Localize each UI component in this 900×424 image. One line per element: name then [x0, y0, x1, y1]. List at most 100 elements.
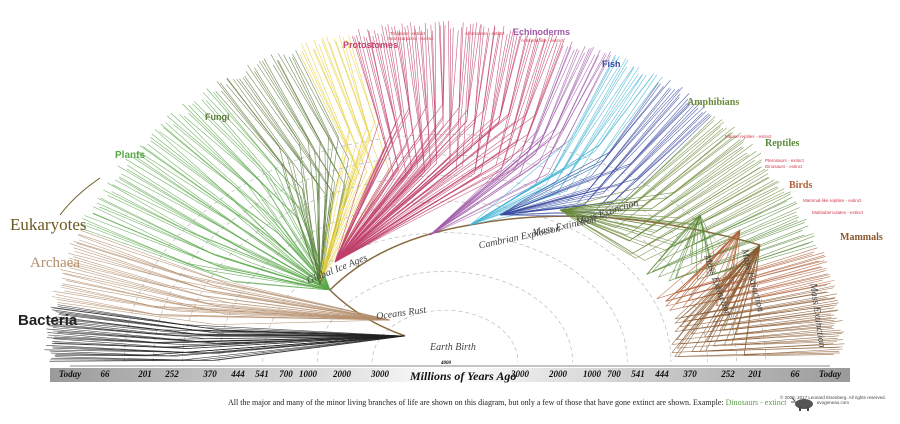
branch-echinoderms — [429, 51, 611, 236]
branch-fish — [469, 74, 658, 226]
mammal-like-reptiles-extinct-label: Mammal-like reptiles - extinct — [803, 198, 862, 203]
fungi-label: Fungi — [205, 112, 230, 122]
plants-label: Plants — [115, 150, 146, 161]
branch-mammals — [705, 244, 843, 352]
branch-birds — [689, 229, 825, 296]
branch-birds — [687, 229, 827, 302]
branch-archaea — [73, 256, 391, 321]
branch-plants — [92, 213, 331, 291]
branch-archaea — [62, 277, 391, 321]
branch-reptiles — [696, 214, 814, 280]
website-link[interactable]: evogeneao.com — [816, 400, 849, 405]
branch-archaea — [66, 263, 391, 321]
axis-tick-left: 541 — [255, 369, 269, 379]
branch-plants — [193, 101, 331, 291]
branch-protostomes — [334, 26, 468, 263]
branch-amphibians — [559, 119, 723, 211]
axis-tick-right: 3000 — [511, 369, 529, 379]
caption-example: Dinosaurs - extinct — [725, 397, 787, 407]
branch-protostomes — [334, 26, 427, 263]
branch-fungi — [226, 77, 321, 286]
branch-bacteria — [55, 335, 406, 361]
branch-amphibians — [559, 169, 769, 247]
sea-scorpions-extinct-label: Sea scorpions - extinct — [388, 36, 434, 41]
branch-birds — [715, 229, 823, 307]
branch-protostomes — [334, 35, 558, 263]
archaea-label: Archaea — [30, 255, 80, 271]
axis-title: Millions of Years Ago — [410, 369, 517, 383]
branch-amphibians — [559, 168, 766, 233]
branch-echinoderms — [429, 48, 590, 236]
fish-label: Fish — [602, 59, 621, 69]
branch-birds — [716, 229, 828, 306]
axis-tick-right: 201 — [748, 369, 762, 379]
axis-tick-left: 66 — [100, 369, 110, 379]
caption: All the major and many of the minor livi… — [228, 395, 813, 411]
branch-bacteria — [50, 335, 406, 361]
branch-plants — [100, 197, 331, 291]
branch-mammals — [723, 244, 838, 346]
branch-mammals — [671, 244, 841, 345]
branch-protostomes — [334, 24, 402, 263]
branch-amphibians — [559, 191, 785, 261]
dinosaurs-extinct-label: Dinosaurs - extinct — [765, 164, 803, 169]
axis-tick-left: 3000 — [371, 369, 389, 379]
branch-plants — [206, 88, 331, 291]
branch-archaea — [57, 302, 391, 325]
branch-bacteria — [53, 335, 406, 349]
axis-tick-left: 700 — [279, 369, 293, 379]
branch-bacteria — [51, 335, 406, 361]
branch-amphibians — [559, 132, 731, 211]
axis-tick-left: 201 — [138, 369, 152, 379]
copyright-line: © 2008, 2017 Leonard Eisenberg. All righ… — [780, 395, 886, 400]
eukaryotes-arrow-icon — [59, 177, 101, 216]
branch-fungi — [318, 44, 351, 281]
branch-reptiles — [646, 207, 800, 275]
branch-mammals — [731, 244, 843, 346]
branch-protostomes — [334, 22, 425, 263]
branch-plants — [118, 176, 331, 291]
caption-text: All the major and many of the minor livi… — [228, 397, 724, 407]
branch-fungi — [319, 36, 374, 281]
branch-mammals — [713, 244, 838, 347]
branch-bacteria — [57, 304, 406, 337]
bacteria-label: Bacteria — [18, 312, 78, 329]
branch-reptiles — [699, 214, 816, 277]
reptiles-label: Reptiles — [765, 138, 800, 149]
ammonites-extinct-label: Ammonites - extinct — [465, 31, 505, 36]
branch-plants — [127, 164, 331, 291]
branch-archaea — [69, 267, 391, 321]
branch-birds — [675, 229, 824, 305]
branch-reptiles — [699, 200, 788, 242]
branch-birds — [656, 229, 818, 300]
earth-birth-label: Earth Birth — [430, 342, 476, 353]
copyright: © 2008, 2017 Leonard Eisenberg. All righ… — [780, 395, 886, 405]
branch-archaea — [63, 273, 391, 321]
branch-bacteria — [55, 311, 406, 337]
time-axis: Today 66 201 252 370 444 541 700 1000 2000 3000 300… — [50, 368, 850, 382]
branch-amphibians — [559, 180, 778, 231]
branch-protostomes — [334, 37, 531, 263]
axis-center-value: 4000 — [441, 361, 451, 366]
axis-tick-right: 1000 — [583, 369, 601, 379]
branch-plants — [107, 195, 331, 291]
armored-fish-extinct-label: Armored fish - extinct — [521, 38, 564, 43]
branch-fungi — [312, 49, 350, 281]
time-arc — [123, 133, 767, 363]
branch-amphibians — [559, 167, 761, 219]
branch-fish — [499, 99, 694, 216]
branch-bacteria — [52, 327, 406, 344]
axis-tick-right: 370 — [683, 369, 697, 379]
branch-reptiles — [675, 214, 814, 280]
branch-bacteria — [57, 306, 406, 337]
branch-birds — [682, 229, 831, 308]
branch-fish — [499, 115, 712, 217]
branch-fish — [499, 110, 707, 216]
multituberculates-extinct-label: Multituberculates - extinct — [812, 210, 864, 215]
branch-amphibians — [559, 138, 745, 211]
branch-protostomes — [334, 38, 546, 263]
branch-protostomes — [334, 25, 408, 263]
branch-mammals — [677, 244, 834, 357]
